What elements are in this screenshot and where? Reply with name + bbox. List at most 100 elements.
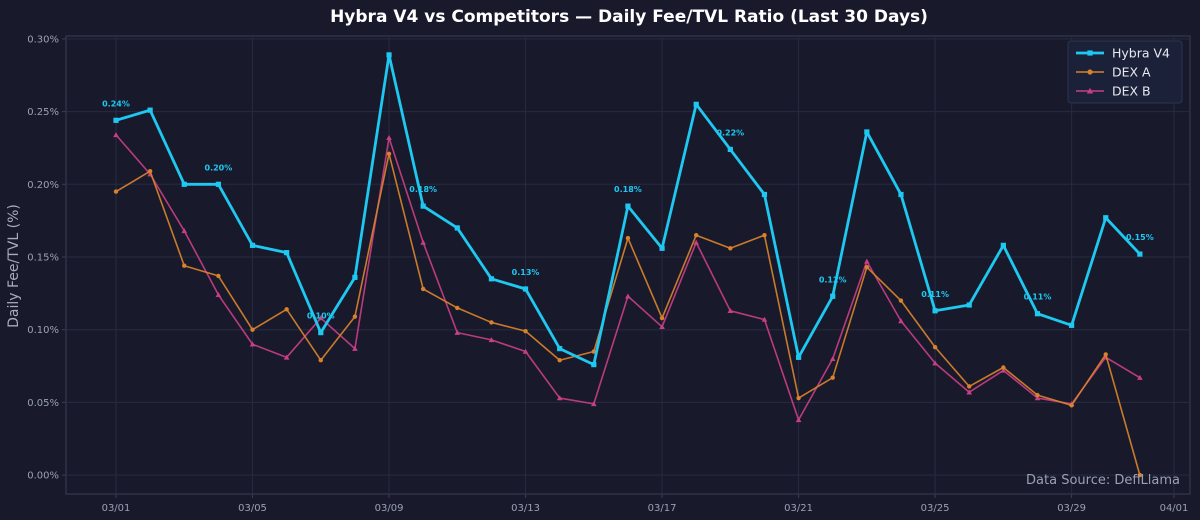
- data-point-dex-a: [728, 246, 733, 251]
- data-point-dex-b: [1034, 395, 1041, 401]
- data-point-hybra-v4: [284, 250, 290, 256]
- x-tick-label: 04/01: [1160, 503, 1189, 514]
- data-point-dex-a: [659, 315, 665, 321]
- data-point-hybra-v4: [761, 191, 768, 198]
- x-tick-label: 03/01: [102, 503, 131, 514]
- data-point-hybra-v4: [1137, 251, 1143, 257]
- data-point-hybra-v4: [830, 293, 836, 299]
- data-point-hybra-v4: [352, 274, 358, 280]
- x-tick-label: 03/21: [784, 503, 813, 514]
- legend-box: [1067, 40, 1183, 104]
- data-point-dex-a: [796, 395, 801, 401]
- data-point-dex-a: [1103, 352, 1108, 357]
- point-annotation: 0.24%: [102, 99, 130, 108]
- data-point-dex-b: [898, 318, 904, 324]
- data-point-dex-b: [317, 315, 324, 321]
- data-point-hybra-v4: [864, 129, 870, 135]
- y-tick-label: 0.25%: [27, 107, 59, 118]
- data-point-dex-a: [216, 273, 221, 279]
- legend-label: DEX A: [1112, 65, 1151, 80]
- data-point-hybra-v4: [1103, 215, 1109, 221]
- chart-title: Hybra V4 vs Competitors — Daily Fee/TVL …: [330, 7, 928, 27]
- data-point-hybra-v4: [557, 346, 563, 352]
- data-point-hybra-v4: [488, 276, 495, 282]
- data-point-dex-a: [591, 349, 597, 354]
- point-annotation: 0.11%: [921, 290, 949, 299]
- data-point-hybra-v4: [249, 242, 256, 248]
- grid-lines: [66, 36, 1190, 494]
- data-point-hybra-v4: [1069, 322, 1075, 328]
- data-point-hybra-v4: [795, 354, 802, 360]
- data-point-dex-b: [727, 308, 734, 314]
- data-point-hybra-v4: [215, 181, 221, 187]
- legend-swatch-marker: [1087, 69, 1093, 75]
- data-point-hybra-v4: [1034, 311, 1041, 317]
- data-point-dex-b: [591, 401, 597, 407]
- data-point-dex-b: [113, 132, 119, 138]
- data-point-dex-b: [795, 417, 802, 423]
- data-point-hybra-v4: [113, 117, 119, 123]
- data-point-dex-b: [829, 355, 836, 362]
- legend-item-dex-a: DEX A: [1076, 65, 1151, 80]
- legend-swatch-marker: [1087, 50, 1093, 56]
- data-point-dex-b: [932, 360, 938, 366]
- data-point-dex-a: [1035, 392, 1040, 398]
- data-point-dex-b: [352, 345, 358, 351]
- data-point-dex-a: [284, 307, 289, 312]
- point-annotation: 0.12%: [819, 275, 847, 284]
- legend-label: DEX B: [1112, 84, 1151, 99]
- point-annotation: 0.10%: [307, 312, 335, 321]
- data-point-dex-b: [215, 292, 222, 298]
- data-point-dex-a: [147, 169, 153, 174]
- data-point-dex-b: [966, 389, 973, 395]
- x-axis: 03/01 03/05 03/09 03/13 03/17 03/21 03/25 03/29…: [102, 494, 1189, 514]
- data-point-dex-a: [489, 320, 494, 325]
- data-point-dex-a: [250, 327, 255, 332]
- legend-swatch-marker: [1086, 87, 1094, 94]
- data-point-hybra-v4: [591, 361, 597, 368]
- data-point-hybra-v4: [693, 101, 699, 107]
- data-point-dex-a: [523, 328, 528, 334]
- data-point-dex-a: [830, 375, 835, 380]
- data-point-dex-b: [181, 228, 188, 234]
- data-point-dex-b: [283, 354, 290, 360]
- point-annotation: 0.15%: [1126, 233, 1154, 242]
- x-tick-label: 03/05: [238, 503, 267, 514]
- data-point-hybra-v4: [147, 107, 153, 113]
- data-point-dex-b: [454, 329, 461, 335]
- y-tick-label: 0.30%: [27, 34, 59, 45]
- data-point-dex-a: [932, 344, 938, 350]
- annotations: 0.24% 0.20% 0.10% 0.18% 0.13% 0.18% 0.22% 0.12%…: [102, 99, 1154, 320]
- point-annotation: 0.20%: [205, 163, 233, 172]
- data-point-dex-b: [249, 341, 256, 347]
- point-annotation: 0.18%: [614, 185, 642, 194]
- data-point-hybra-v4: [420, 203, 426, 209]
- y-axis-label: Daily Fee/TVL (%): [6, 204, 22, 328]
- data-point-dex-a: [352, 314, 358, 319]
- data-point-hybra-v4: [898, 191, 904, 198]
- data-point-dex-b: [864, 258, 870, 264]
- data-point-hybra-v4: [318, 330, 324, 336]
- data-point-dex-b: [488, 337, 495, 343]
- point-annotation: 0.22%: [716, 128, 744, 137]
- data-point-dex-a: [113, 189, 119, 194]
- data-point-dex-a: [557, 358, 562, 363]
- data-point-dex-a: [967, 384, 972, 389]
- data-point-dex-a: [182, 263, 187, 268]
- series-dex-a: [113, 151, 1143, 478]
- data-point-dex-b: [386, 134, 392, 141]
- data-point-hybra-v4: [659, 245, 665, 251]
- x-tick-label: 03/25: [921, 503, 950, 514]
- series-dex-b: [113, 132, 1143, 423]
- legend-label: Hybra V4: [1112, 46, 1170, 61]
- series-layer: [113, 52, 1143, 478]
- x-tick-label: 03/29: [1057, 503, 1086, 514]
- point-annotation: 0.13%: [512, 268, 540, 277]
- data-point-dex-a: [318, 358, 323, 363]
- x-tick-label: 03/13: [511, 503, 540, 514]
- point-annotation: 0.18%: [409, 185, 437, 194]
- x-tick-label: 03/17: [648, 503, 677, 514]
- legend-item-dex-b: DEX B: [1076, 84, 1151, 99]
- data-point-dex-a: [1069, 403, 1074, 408]
